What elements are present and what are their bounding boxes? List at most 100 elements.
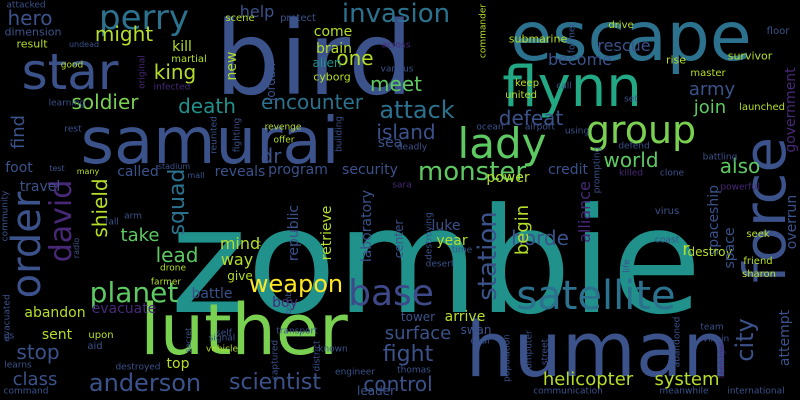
word: destroyed — [115, 362, 161, 373]
word: helicopter — [542, 369, 634, 390]
word: defeat — [498, 106, 564, 130]
word: master — [690, 68, 726, 79]
word: also — [719, 154, 761, 178]
word: monster — [417, 157, 527, 187]
word: begin — [512, 204, 533, 256]
word: call — [556, 81, 572, 92]
word: sent — [41, 327, 73, 343]
word: reunited — [209, 116, 220, 154]
word: surface — [384, 323, 452, 344]
word: abandon — [24, 305, 86, 321]
word: army — [688, 79, 736, 100]
word: sharon — [741, 269, 777, 280]
word: control — [363, 372, 433, 396]
word: c — [256, 239, 262, 248]
word: virus — [654, 206, 680, 217]
word: credit — [547, 162, 589, 178]
word: stop — [16, 340, 60, 364]
word: coast — [654, 235, 680, 246]
word: learns — [4, 360, 32, 371]
word: prompting — [592, 146, 603, 194]
word: brain — [316, 41, 352, 57]
word: destroying — [424, 212, 435, 260]
word: across — [381, 40, 411, 51]
word: drive — [608, 20, 634, 31]
word: retrieve — [319, 205, 335, 261]
word: us — [3, 331, 15, 342]
word: luke — [431, 218, 461, 234]
word: powerful — [720, 182, 760, 193]
word: anderson — [88, 369, 202, 397]
word: undead — [68, 40, 100, 49]
word: attack — [379, 96, 455, 124]
word: samurai — [80, 105, 340, 179]
word: fighting — [232, 117, 243, 153]
word: called — [117, 164, 159, 180]
word: destroy — [687, 245, 733, 259]
word: stadium — [157, 162, 191, 171]
word: united — [505, 90, 537, 101]
word: squad — [165, 168, 190, 236]
word: floor — [766, 26, 790, 37]
word: life — [622, 259, 633, 273]
word: result — [16, 37, 48, 51]
word: fall — [105, 217, 119, 228]
word: might — [94, 22, 154, 46]
word: attacked — [6, 0, 46, 11]
word: engineer — [335, 367, 375, 378]
word: dimension — [4, 25, 62, 39]
word: fight — [382, 342, 434, 367]
word: aid — [87, 341, 103, 352]
word: help — [239, 2, 275, 21]
word: dr — [260, 144, 282, 168]
word: martial — [171, 54, 207, 65]
word: abandoned — [672, 316, 683, 368]
word: program — [268, 162, 328, 178]
word: drone — [160, 263, 186, 274]
word: infected — [153, 82, 191, 93]
word: ocean — [476, 122, 504, 133]
word: many — [76, 167, 100, 176]
word: secret — [184, 327, 193, 353]
word: station — [473, 211, 503, 301]
word: villain — [702, 334, 730, 345]
word: desert — [425, 259, 455, 270]
word: set — [624, 94, 638, 105]
word: communication — [533, 386, 603, 397]
word: deadly — [396, 142, 428, 153]
word: rest — [64, 124, 82, 135]
word: signal — [208, 333, 236, 344]
word: computer — [524, 330, 535, 374]
word: r — [682, 239, 690, 260]
word: jordan — [264, 63, 278, 101]
word: overrun — [784, 194, 800, 250]
word: clone — [659, 168, 685, 179]
word: weapon — [248, 270, 344, 298]
word: mall — [187, 171, 205, 180]
word: radio — [72, 237, 81, 259]
word: flynn — [502, 55, 642, 120]
word: former — [567, 22, 578, 54]
word: meet — [370, 72, 422, 96]
word: security — [342, 162, 398, 178]
word: horde — [511, 226, 569, 250]
word: meanwhile — [659, 386, 709, 397]
word: test — [49, 164, 65, 173]
word: rise — [665, 53, 687, 67]
word: reveals — [214, 164, 266, 180]
word: come — [313, 24, 353, 40]
word: survivor — [727, 49, 773, 63]
word: community — [0, 190, 11, 242]
word: system — [654, 369, 720, 390]
word: take — [120, 225, 160, 246]
word: city — [731, 318, 759, 362]
word: mind — [219, 234, 261, 253]
word: center — [392, 219, 406, 259]
word: power — [486, 170, 530, 186]
word: escape — [510, 0, 752, 77]
word: time — [451, 245, 473, 256]
word: arrive — [444, 309, 486, 325]
word: star — [21, 43, 119, 101]
word: give — [227, 269, 253, 283]
word: keep — [514, 78, 540, 89]
